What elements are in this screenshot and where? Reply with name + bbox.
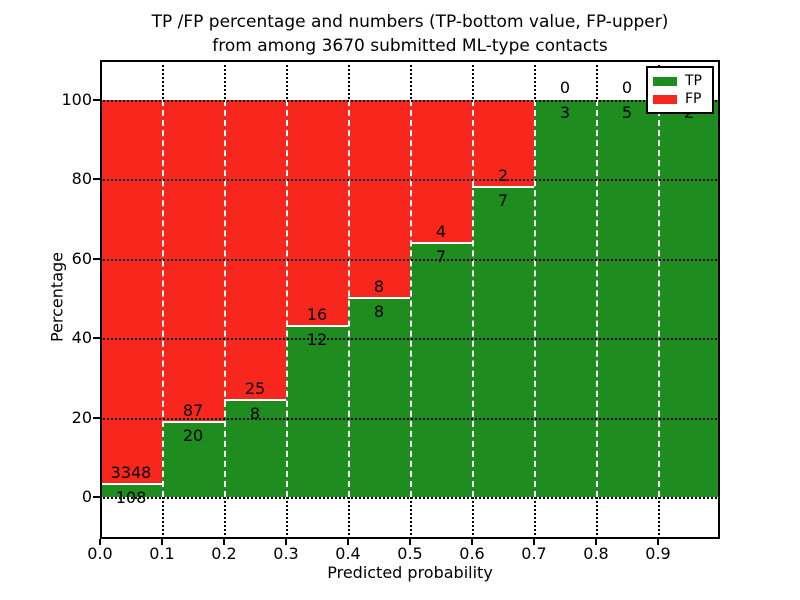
y-tick-mark	[93, 178, 100, 181]
chart-title-line2: from among 3670 submitted ML-type contac…	[212, 36, 608, 56]
fp-count-label: 4	[435, 222, 447, 242]
x-tick-mark	[347, 539, 349, 545]
x-tick-mark	[657, 539, 659, 545]
x-tick-label: 0.5	[397, 544, 423, 563]
x-tick-mark	[409, 539, 411, 545]
y-tick-mark	[93, 337, 100, 340]
bar-segment-fp	[100, 100, 162, 485]
x-tick-label: 0.4	[335, 544, 361, 563]
bar-segment-tp	[162, 422, 224, 497]
fp-legend-label: FP	[685, 91, 702, 107]
x-tick-label: 0.8	[583, 544, 609, 563]
bar-segment-tp	[224, 400, 286, 497]
x-tick-mark	[471, 539, 473, 545]
fp-legend-swatch-icon	[653, 94, 677, 104]
bar-segment-tp	[348, 298, 410, 497]
x-tick-mark	[285, 539, 287, 545]
y-tick-label: 80	[71, 169, 92, 189]
y-gridline	[100, 258, 720, 261]
bar-segment-fp	[224, 100, 286, 401]
bar-segment-tp	[534, 100, 596, 497]
x-tick-mark	[595, 539, 597, 545]
fp-count-label: 0	[559, 78, 571, 97]
bar-separator	[348, 100, 350, 497]
y-tick-mark	[93, 99, 100, 101]
tp-legend-swatch-icon	[653, 76, 677, 86]
bar-separator	[472, 100, 474, 497]
x-tick-mark	[161, 539, 163, 545]
tp-count-label: 8	[373, 301, 385, 321]
tp-count-label: 7	[497, 191, 509, 211]
tp-count-label: 12	[306, 329, 328, 349]
bar-separator	[224, 100, 226, 497]
x-tick-mark	[99, 539, 101, 545]
y-gridline	[100, 179, 720, 182]
fp-count-label: 3348	[110, 462, 152, 482]
plot-area: 334810887202581612884727030502	[100, 60, 720, 539]
bar-segment-tp	[286, 326, 348, 497]
fp-count-label: 25	[244, 378, 266, 398]
fp-count-label: 0	[621, 78, 633, 97]
x-tick-label: 0.0	[87, 544, 113, 563]
bar-separator	[286, 100, 288, 497]
x-tick-label: 0.6	[459, 544, 485, 563]
legend-entry-fp: FP	[653, 92, 707, 106]
y-gridline	[100, 497, 720, 499]
tp-count-label: 8	[249, 403, 261, 423]
tp-legend-label: TP	[685, 73, 702, 89]
bar-segment-tp	[596, 100, 658, 497]
bar-separator	[410, 100, 412, 497]
chart-title-line1: TP /FP percentage and numbers (TP-bottom…	[151, 12, 669, 32]
x-axis-label: Predicted probability	[327, 563, 493, 582]
tp-count-label: 108	[115, 487, 147, 507]
tp-count-label: 7	[435, 247, 447, 267]
tp-count-label: 20	[182, 425, 204, 445]
bar-segment-tp	[100, 484, 162, 497]
y-tick-label: 40	[71, 328, 92, 348]
bar-segment-fp	[410, 100, 472, 245]
bar-separator	[534, 100, 536, 497]
x-tick-label: 0.1	[149, 544, 175, 563]
legend: TP FP	[646, 66, 714, 114]
y-tick-mark	[93, 496, 100, 498]
y-tick-mark	[93, 257, 100, 260]
y-gridline	[100, 338, 720, 341]
bar-separator	[596, 100, 598, 497]
y-gridline	[100, 100, 720, 102]
y-tick-label: 100	[61, 90, 92, 109]
fp-count-label: 8	[373, 276, 385, 296]
y-tick-label: 20	[71, 407, 92, 427]
tp-count-label: 3	[559, 103, 571, 122]
bar-separator	[162, 100, 164, 497]
bar-segment-fp	[348, 100, 410, 299]
bar-segment-tp	[472, 188, 534, 497]
bar-segment-tp	[410, 244, 472, 497]
legend-entry-tp: TP	[653, 74, 707, 88]
y-gridline	[100, 417, 720, 420]
bar-segment-fp	[472, 100, 534, 189]
fp-count-label: 16	[306, 304, 328, 324]
y-tick-label: 0	[81, 487, 92, 506]
x-tick-mark	[533, 539, 535, 545]
x-tick-label: 0.2	[211, 544, 237, 563]
x-tick-label: 0.9	[645, 544, 671, 563]
x-tick-label: 0.7	[521, 544, 547, 563]
bar-segment-tp	[658, 100, 720, 497]
x-tick-label: 0.3	[273, 544, 299, 563]
fp-count-label: 87	[182, 400, 204, 420]
fp-count-label: 2	[497, 166, 509, 186]
y-tick-mark	[93, 416, 100, 419]
bar-segment-fp	[162, 100, 224, 423]
bar-segment-fp	[286, 100, 348, 327]
bar-separator	[658, 100, 660, 497]
tp-count-label: 5	[621, 103, 633, 122]
y-tick-label: 60	[71, 248, 92, 268]
x-tick-mark	[223, 539, 225, 545]
